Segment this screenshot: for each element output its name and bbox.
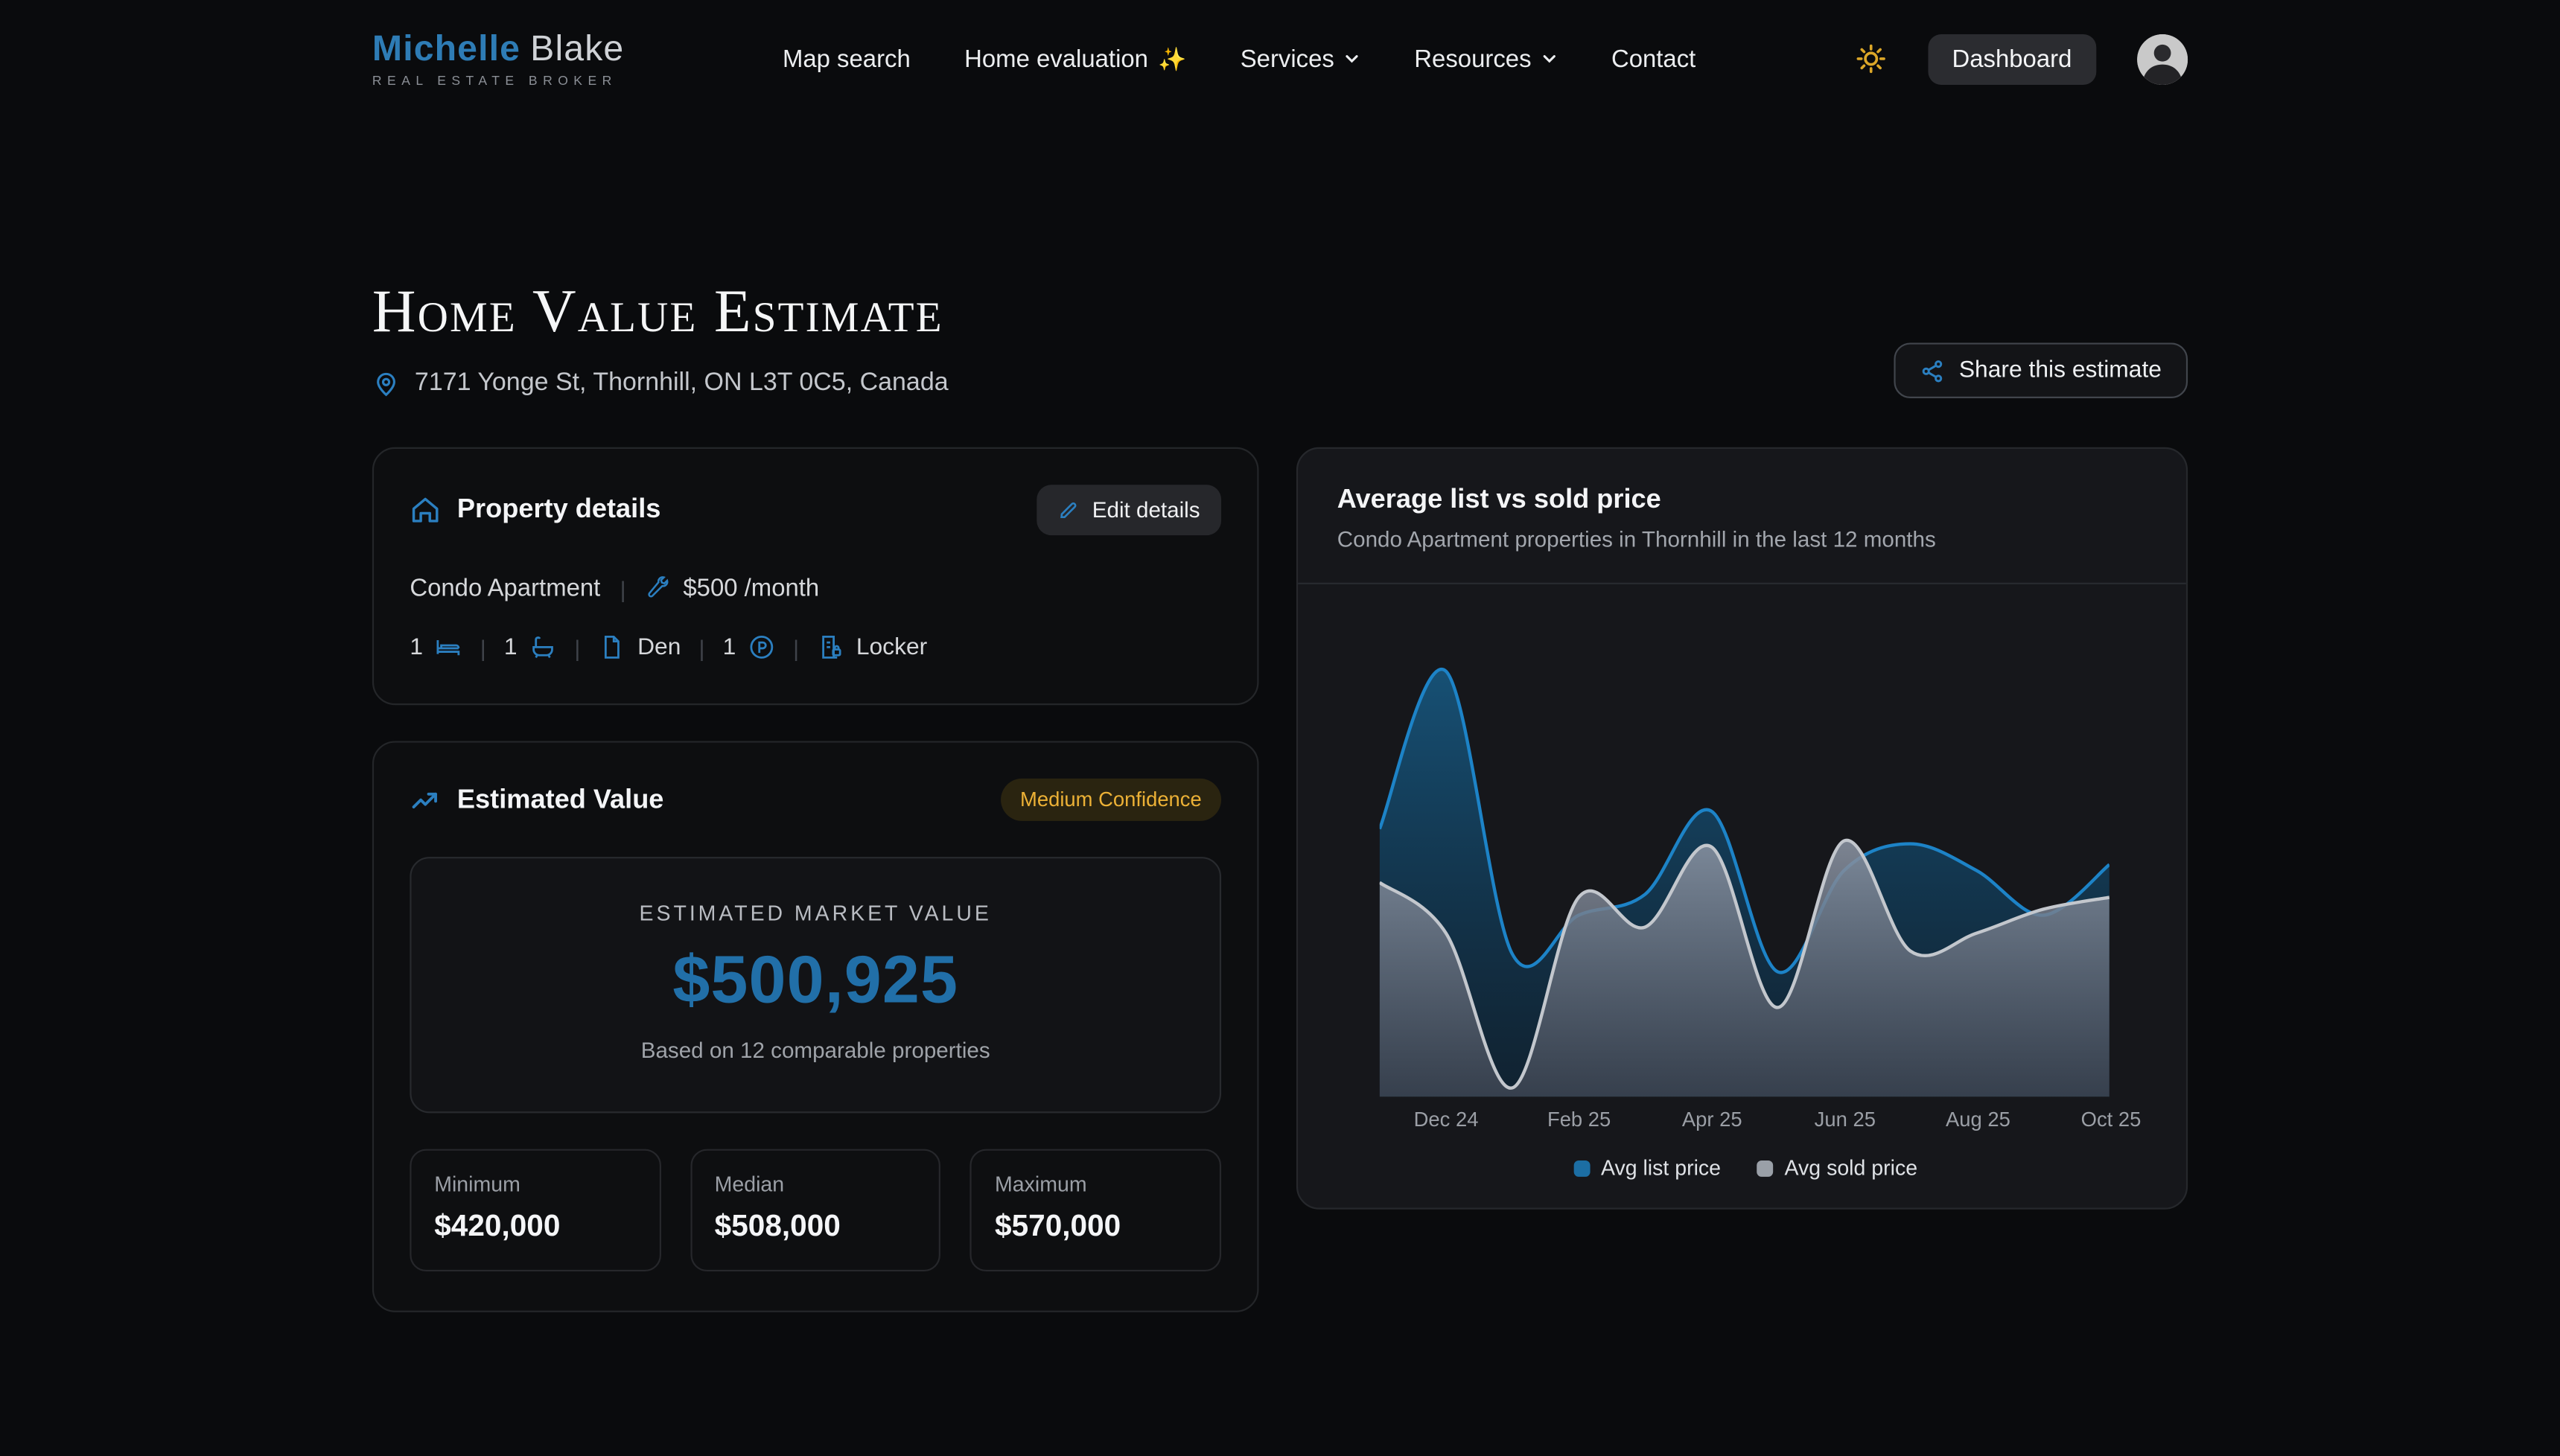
estimated-value-card: Estimated Value Medium Confidence ESTIMA… [372,741,1259,1312]
x-tick-label: Jun 25 [1814,1108,1876,1131]
stat-median: Median $508,000 [690,1149,941,1272]
parking-icon [749,635,773,659]
sparkles-icon: ✨ [1158,45,1187,71]
property-type: Condo Apartment [410,574,601,603]
wrench-icon [649,576,669,598]
user-avatar[interactable] [2137,33,2188,84]
nav-item-resources[interactable]: Resources [1414,45,1557,73]
nav-item-services[interactable]: Services [1241,45,1360,73]
chevron-down-icon [1346,55,1359,63]
legend-avg-list-price: Avg list price [1573,1155,1721,1180]
property-features: 1 | 1 | [410,633,928,661]
top-right-controls: Dashboard [1854,33,2188,84]
chart-title: Average list vs sold price [1337,485,1661,514]
home-icon [412,497,439,523]
logo-last-name: Blake [530,27,625,68]
trending-up-icon [412,791,437,808]
logo-subtitle: REAL ESTATE BROKER [372,72,617,88]
x-tick-label: Apr 25 [1681,1108,1742,1131]
x-tick-label: Oct 25 [2080,1108,2142,1131]
estimate-card-title: Estimated Value [456,784,664,814]
locker-icon [823,635,842,659]
logo-first-name: Michelle [372,27,521,68]
map-pin-icon [377,371,395,396]
maintenance-fee: $500 /month [683,574,820,603]
dashboard-button[interactable]: Dashboard [1927,33,2097,84]
edit-details-button[interactable]: Edit details [1037,485,1222,536]
bath-icon [532,636,553,658]
property-address: 7171 Yonge St, Thornhill, ON L3T 0C5, Ca… [414,368,949,397]
nav-item-home-evaluation[interactable]: Home evaluation ✨ [964,45,1187,73]
comparables-note: Based on 12 comparable properties [640,1038,990,1063]
share-icon [1922,360,1942,382]
legend-avg-sold-price: Avg sold price [1757,1155,1917,1180]
chart-x-axis-labels: Dec 24 Feb 25 Apr 25 Jun 25 Aug 25 Oct 25 [1380,1108,2142,1141]
property-details-card: Property details Edit details Condo Apar… [372,447,1259,706]
market-value-label: ESTIMATED MARKET VALUE [639,901,992,926]
legend-swatch-sold [1757,1159,1774,1176]
chevron-down-icon [1543,55,1556,63]
feature-den: Den [598,633,681,661]
divider [1298,582,2186,584]
feature-bedrooms: 1 [410,633,462,661]
price-chart-card: Average list vs sold price Condo Apartme… [1296,447,2188,1210]
legend-swatch-list [1573,1159,1590,1176]
share-estimate-button[interactable]: Share this estimate [1894,342,2188,398]
avatar-image [2137,33,2188,84]
feature-bathrooms: 1 [504,633,556,661]
separator: | [620,575,626,601]
chart-subtitle: Condo Apartment properties in Thornhill … [1337,527,1936,552]
nav-item-map-search[interactable]: Map search [782,45,911,73]
value-range-stats: Minimum $420,000 Median $508,000 Maximum… [410,1149,1222,1272]
nav-item-contact[interactable]: Contact [1611,45,1696,73]
top-navigation-bar: Michelle Blake REAL ESTATE BROKER Map sea… [0,0,2560,118]
x-tick-label: Aug 25 [1945,1108,2010,1131]
theme-toggle-sun-icon[interactable] [1854,42,1887,75]
page-title: Home Value Estimate [372,278,943,346]
page-header: Home Value Estimate 7171 Yonge St, Thorn… [372,278,2188,398]
stat-minimum: Minimum $420,000 [410,1149,661,1272]
bed-icon [436,640,460,656]
x-tick-label: Dec 24 [1413,1108,1479,1131]
feature-locker: Locker [817,633,927,661]
pencil-icon [1060,502,1077,518]
chart-legend: Avg list price Avg sold price [1380,1155,2111,1207]
x-tick-label: Feb 25 [1547,1108,1611,1131]
document-icon [605,635,620,659]
estimated-market-value: $500,925 [672,942,959,1017]
stat-maximum: Maximum $570,000 [970,1149,1222,1272]
price-chart-svg[interactable] [1379,591,2110,1097]
property-card-title: Property details [456,494,661,524]
confidence-badge: Medium Confidence [1000,778,1222,821]
site-logo[interactable]: Michelle Blake REAL ESTATE BROKER [372,29,624,88]
feature-parking: 1 [723,633,775,661]
main-nav: Map search Home evaluation ✨ Services Re… [783,45,1695,72]
market-value-box: ESTIMATED MARKET VALUE $500,925 Based on… [410,857,1222,1114]
